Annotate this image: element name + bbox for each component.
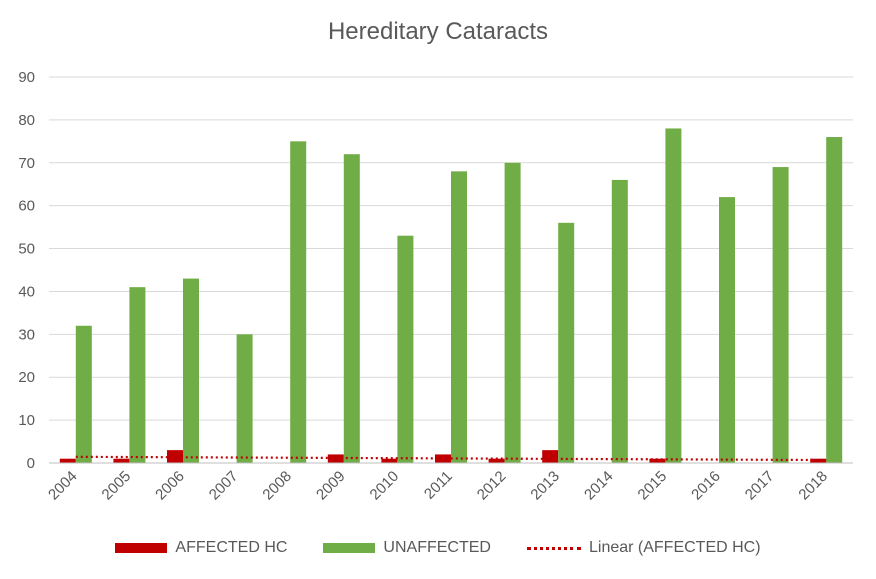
legend-swatch-unaffected <box>323 543 376 553</box>
legend-item-unaffected: UNAFFECTED <box>323 539 491 557</box>
bar-unaffected <box>236 334 253 463</box>
legend-label-unaffected: UNAFFECTED <box>383 539 491 556</box>
bar-affected <box>167 450 183 463</box>
bar-unaffected <box>719 197 735 464</box>
bar-unaffected <box>558 222 575 463</box>
y-tick-label: 80 <box>18 112 35 129</box>
bar-affected <box>435 454 451 463</box>
legend-swatch-affected <box>115 543 168 553</box>
bar-affected <box>59 458 76 463</box>
bar-affected <box>381 458 398 463</box>
y-tick-label: 50 <box>18 241 35 258</box>
x-tick-label: 2016 <box>688 468 724 504</box>
bar-unaffected <box>343 154 360 463</box>
bar-affected <box>649 458 666 463</box>
legend-swatch-trendline <box>526 546 581 550</box>
bar-unaffected <box>665 128 682 463</box>
bar-affected <box>488 458 505 463</box>
x-tick-label: 2007 <box>206 468 242 504</box>
bar-affected <box>810 458 827 463</box>
bar-unaffected <box>75 325 92 463</box>
y-tick-label: 30 <box>18 326 35 343</box>
bar-unaffected <box>772 167 789 464</box>
x-tick-label: 2017 <box>742 468 778 504</box>
x-tick-label: 2010 <box>367 468 403 504</box>
legend-item-affected: AFFECTED HC <box>115 539 287 557</box>
x-tick-label: 2009 <box>313 468 349 504</box>
x-tick-label: 2004 <box>45 468 81 504</box>
y-tick-label: 0 <box>27 455 35 472</box>
legend-item-trendline: Linear (AFFECTED HC) <box>526 539 761 557</box>
chart-title: Hereditary Cataracts <box>327 18 549 45</box>
x-tick-label: 2018 <box>795 468 831 504</box>
x-tick-label: 2012 <box>474 468 510 504</box>
bar-unaffected <box>451 171 467 463</box>
x-tick-label: 2006 <box>152 468 188 504</box>
x-tick-label: 2014 <box>581 468 617 504</box>
chart-legend: AFFECTED HC UNAFFECTED Linear (AFFECTED … <box>0 539 876 557</box>
x-tick-label: 2015 <box>635 468 671 504</box>
x-tick-label: 2005 <box>99 468 135 504</box>
y-tick-label: 20 <box>18 369 35 386</box>
legend-label-affected: AFFECTED HC <box>175 539 288 556</box>
bar-unaffected <box>290 141 307 464</box>
bar-unaffected <box>129 287 146 463</box>
bar-affected <box>542 450 559 463</box>
x-tick-label: 2013 <box>527 468 563 504</box>
trendline-affected <box>75 455 827 462</box>
legend-label-trendline: Linear (AFFECTED HC) <box>588 539 761 556</box>
y-tick-label: 70 <box>18 155 35 172</box>
bar-unaffected <box>826 137 843 464</box>
y-tick-label: 60 <box>18 198 35 215</box>
x-tick-label: 2011 <box>421 468 456 503</box>
bar-unaffected <box>183 278 199 463</box>
y-tick-label: 40 <box>18 283 35 300</box>
bar-affected <box>113 458 130 463</box>
bar-unaffected <box>397 235 414 463</box>
x-tick-label: 2008 <box>259 468 295 504</box>
y-tick-label: 90 <box>18 69 35 86</box>
bar-unaffected <box>611 179 628 463</box>
bar-unaffected <box>504 162 521 463</box>
y-tick-label: 10 <box>18 412 35 429</box>
